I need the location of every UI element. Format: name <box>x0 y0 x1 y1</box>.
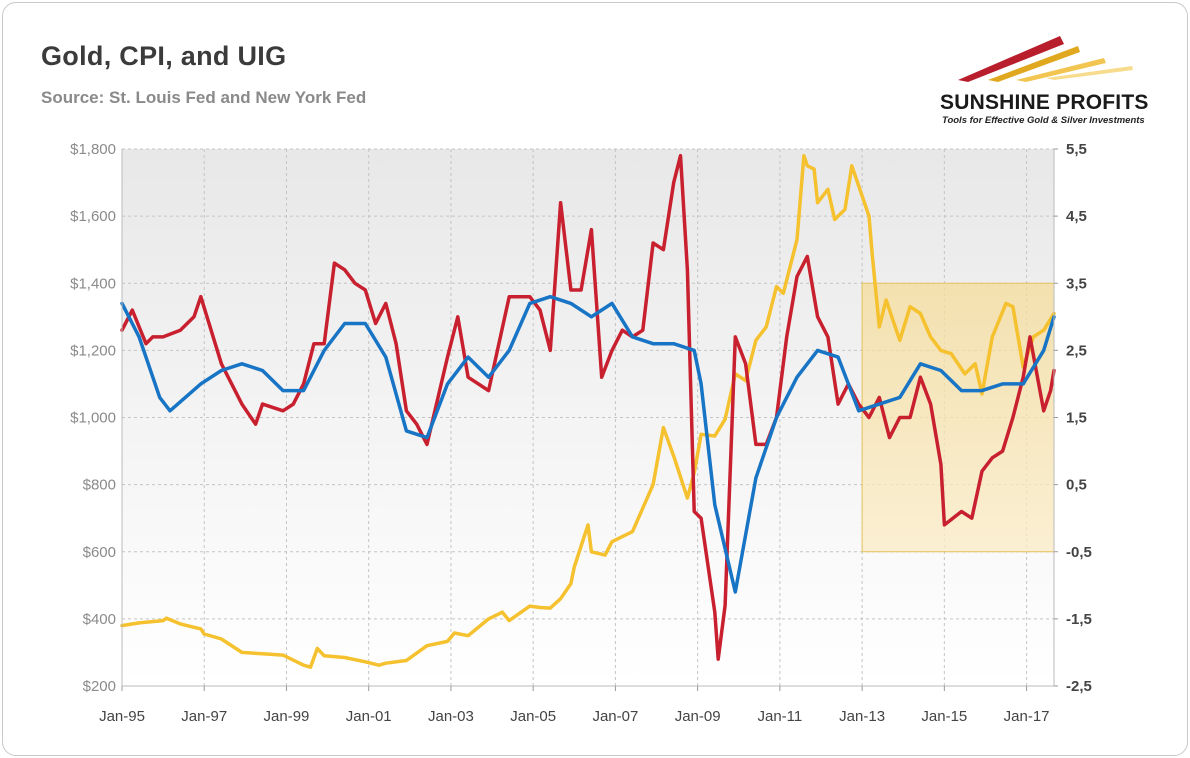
y-left-tick-label: $1,400 <box>70 275 116 292</box>
x-tick-label: Jan-17 <box>1004 708 1050 725</box>
logo-name: SUNSHINE PROFITS <box>940 91 1149 114</box>
y-left-tick-label: $1,000 <box>70 410 116 427</box>
y-left-tick-label: $400 <box>83 611 116 628</box>
y-right-tick-label: -0,5 <box>1066 544 1092 561</box>
y-right-tick-label: 2,5 <box>1066 342 1087 359</box>
y-right-tick-label: -1,5 <box>1066 611 1092 628</box>
sunshine-profits-logo-icon <box>958 36 1133 82</box>
x-tick-label: Jan-05 <box>510 708 556 725</box>
y-left-tick-label: $1,800 <box>70 141 116 158</box>
y-left-tick-label: $600 <box>83 544 116 561</box>
x-tick-label: Jan-01 <box>346 708 392 725</box>
x-tick-label: Jan-15 <box>921 708 967 725</box>
chart-subtitle: Source: St. Louis Fed and New York Fed <box>41 88 367 107</box>
uig-line <box>120 294 1056 594</box>
x-tick-label: Jan-11 <box>757 708 802 725</box>
y-right-tick-label: 0,5 <box>1066 477 1087 494</box>
y-right-tick-label: 3,5 <box>1066 275 1087 292</box>
highlight-region <box>861 282 1055 553</box>
x-tick-label: Jan-99 <box>264 708 310 725</box>
y-left-tick-label: $1,600 <box>70 208 116 225</box>
y-left-tick-label: $1,200 <box>70 342 116 359</box>
right-axis-ticks: -2,5 -1,5 -0,5 0,5 1,5 2,5 3,5 4,5 5,5 <box>1054 141 1092 695</box>
y-right-tick-label: 5,5 <box>1066 141 1087 158</box>
x-tick-label: Jan-95 <box>99 708 145 725</box>
y-right-tick-label: -2,5 <box>1066 678 1092 695</box>
series-group <box>120 153 1056 669</box>
y-left-tick-label: $800 <box>83 477 116 494</box>
x-tick-label: Jan-13 <box>839 708 885 725</box>
left-axis-ticks: $200 $400 $600 $800 $1,000 $1,200 $1,400 $1,600… <box>70 141 116 695</box>
gold-price-line <box>120 153 1056 669</box>
x-tick-label: Jan-07 <box>592 708 638 725</box>
x-tick-label: Jan-97 <box>181 708 227 725</box>
cpi-line <box>120 153 1056 661</box>
y-left-tick-label: $200 <box>83 678 116 695</box>
y-right-tick-label: 4,5 <box>1066 208 1087 225</box>
logo-tagline: Tools for Effective Gold & Silver Invest… <box>942 115 1145 126</box>
chart-title: Gold, CPI, and UIG <box>41 41 287 71</box>
x-tick-label: Jan-09 <box>675 708 721 725</box>
y-right-tick-label: 1,5 <box>1066 410 1087 427</box>
x-tick-label: Jan-03 <box>428 708 474 725</box>
x-axis-ticks: Jan-95 Jan-97 Jan-99 Jan-01 Jan-03 Jan-05 Jan-… <box>99 686 1050 725</box>
